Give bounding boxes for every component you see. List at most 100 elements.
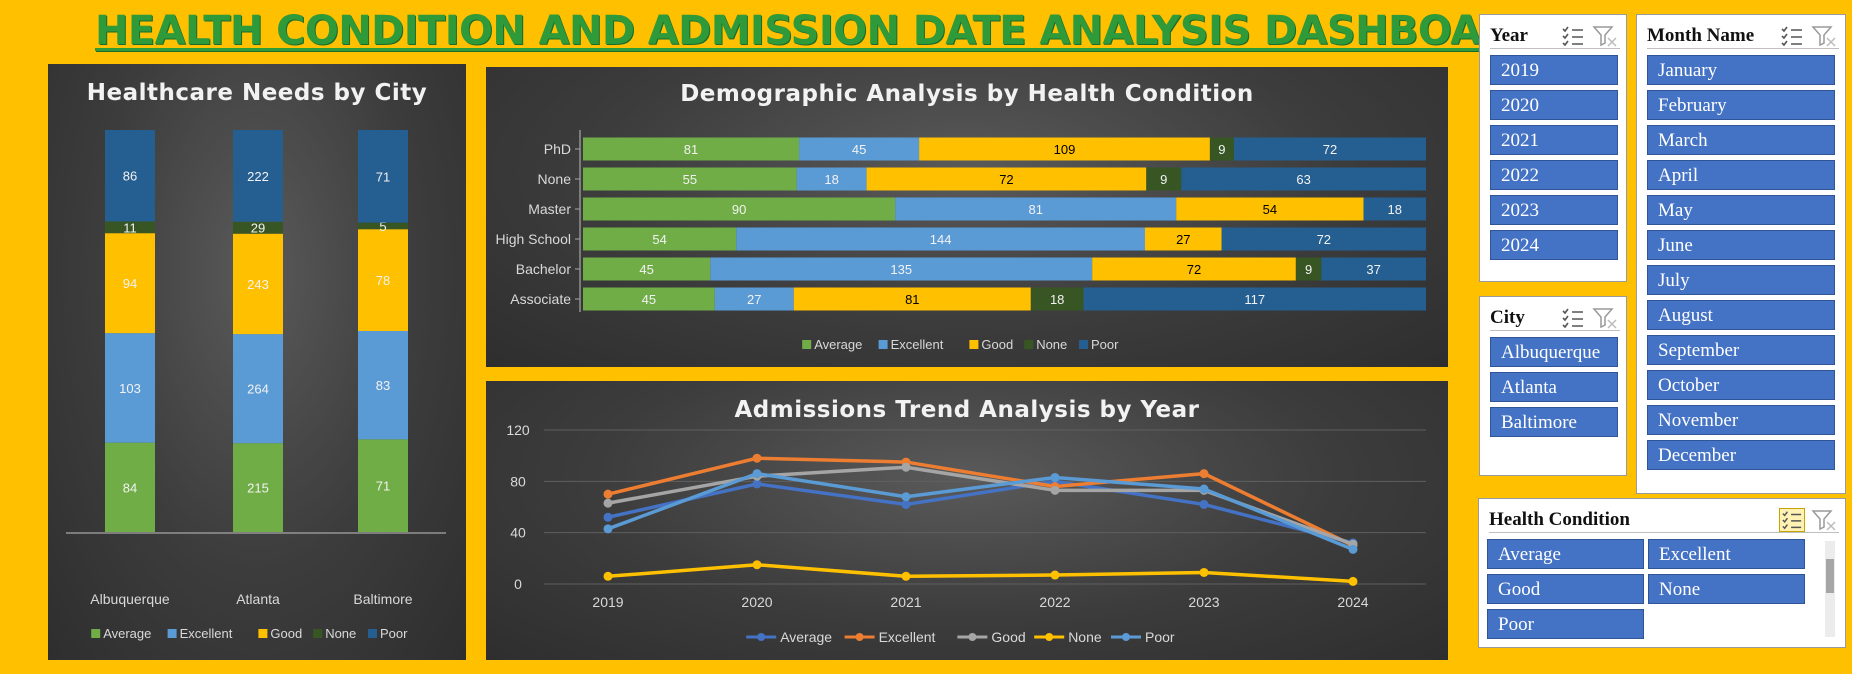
clear-filter-icon[interactable] [1811,508,1837,532]
slicer-item-february[interactable]: February [1647,90,1835,120]
slicer-item-albuquerque[interactable]: Albuquerque [1490,337,1618,367]
slicer-item-september[interactable]: September [1647,335,1835,365]
city-slicer[interactable]: City Albuquerque Atlanta Baltimore [1479,296,1627,476]
slicer-item-poor[interactable]: Poor [1487,609,1644,639]
point-poor-2019 [603,524,613,534]
data-label: 83 [376,378,390,393]
legend-label-excellent: Excellent [891,337,944,352]
clear-filter-icon[interactable] [1592,306,1618,330]
slicer-item-2020[interactable]: 2020 [1490,90,1618,120]
bar-segment-poor-albuquerque [105,130,155,222]
slicer-item-baltimore[interactable]: Baltimore [1490,407,1618,437]
slicer-item-may[interactable]: May [1647,195,1835,225]
data-label: 18 [1388,202,1402,217]
y-tick-label: 0 [514,576,522,592]
trend-chart-panel[interactable]: Admissions Trend Analysis by Year 0 40 80 1… [486,381,1448,660]
x-tick-label: 2021 [890,594,921,610]
point-excellent-2020 [752,453,762,463]
year-slicer-title: Year [1490,25,1528,46]
bar-segment-none-associate [1030,287,1084,311]
bar-segment-excellent-atlanta [233,334,283,444]
point-average-2023 [1199,499,1209,509]
data-label: 9 [1218,142,1225,157]
slicer-item-excellent[interactable]: Excellent [1648,539,1805,569]
slicer-item-january[interactable]: January [1647,55,1835,85]
data-label: 94 [123,276,137,291]
data-label: 5 [379,219,386,234]
data-label: 9 [1160,172,1167,187]
slicer-item-atlanta[interactable]: Atlanta [1490,372,1618,402]
multi-select-icon[interactable] [1779,508,1805,532]
slicer-item-october[interactable]: October [1647,370,1835,400]
slicer-item-2019[interactable]: 2019 [1490,55,1618,85]
point-none-2021 [901,571,911,581]
data-label: 117 [1244,292,1265,307]
legend-swatch-good [258,629,268,638]
multi-select-icon[interactable] [1779,24,1805,48]
data-label: 222 [247,169,269,184]
point-poor-2023 [1199,484,1209,494]
legend-label-poor: Poor [380,626,408,641]
data-label: 71 [376,169,390,184]
multi-select-icon[interactable] [1560,306,1586,330]
clear-filter-icon[interactable] [1811,24,1837,48]
point-none-2019 [603,571,613,581]
bar-segment-average-master [583,197,896,221]
legend-swatch-excellent [167,629,177,638]
bar-segment-good-none [866,167,1147,191]
data-label: 81 [684,142,698,157]
slicer-scrollbar[interactable] [1825,541,1835,637]
demographic-stacked-bar-chart: PhD 81 45 109 9 72 None 55 18 72 9 63 Master 90 81 54 18… [496,130,1426,352]
slicer-item-2021[interactable]: 2021 [1490,125,1618,155]
data-label: 72 [999,172,1013,187]
multi-select-icon[interactable] [1560,24,1586,48]
point-good-2019 [603,498,613,508]
bar-segment-excellent-bachelor [710,257,1093,281]
bar-segment-poor-none [1181,167,1426,191]
city-stacked-column-chart: 84 103 94 11 86 Albuquerque 215 264 243 29 222 Atla… [66,130,446,641]
point-average-2020 [752,479,762,489]
data-label: 84 [123,480,137,495]
slicer-item-2023[interactable]: 2023 [1490,195,1618,225]
slicer-item-july[interactable]: July [1647,265,1835,295]
bar-segment-good-albuquerque [105,233,155,334]
point-average-2021 [901,499,911,509]
admissions-line-chart: 0 40 80 120 2019 2020 2021 2022 2023 2024 Average E… [506,422,1426,645]
health-condition-slicer[interactable]: Health Condition Average Excellent Good Non… [1478,498,1846,648]
legend-label-average: Average [103,626,151,641]
slicer-item-december[interactable]: December [1647,440,1835,470]
point-poor-2024 [1348,544,1358,554]
slicer-item-2022[interactable]: 2022 [1490,160,1618,190]
slicer-item-2024[interactable]: 2024 [1490,230,1618,260]
bar-segment-poor-bachelor [1321,257,1426,281]
slicer-item-average[interactable]: Average [1487,539,1644,569]
y-tick-label: 80 [510,473,526,489]
data-label: 54 [1263,202,1277,217]
slicer-item-june[interactable]: June [1647,230,1835,260]
slicer-item-march[interactable]: March [1647,125,1835,155]
y-tick-label: None [538,171,572,187]
bar-segment-good-associate [793,287,1031,311]
slicer-item-august[interactable]: August [1647,300,1835,330]
demographic-chart-panel[interactable]: Demographic Analysis by Health Condition… [486,67,1448,367]
legend-label-good: Good [991,629,1025,645]
slicer-item-november[interactable]: November [1647,405,1835,435]
data-label: 71 [376,479,390,494]
month-slicer[interactable]: Month Name January February March April May J… [1636,14,1846,494]
data-label: 81 [1028,202,1042,217]
legend-label-none: None [1036,337,1067,352]
city-chart-panel[interactable]: Healthcare Needs by City 84 103 94 11 86 Albu… [48,64,466,660]
slicer-item-none[interactable]: None [1648,574,1805,604]
data-label: 72 [1317,232,1331,247]
legend-marker-none [1045,633,1054,641]
legend-swatch-excellent [878,340,888,349]
clear-filter-icon[interactable] [1592,24,1618,48]
bar-segment-good-phd [919,137,1210,161]
bar-segment-excellent-baltimore [358,331,408,440]
slicer-scrollbar-thumb[interactable] [1826,559,1834,593]
data-label: 144 [930,232,952,247]
slicer-item-april[interactable]: April [1647,160,1835,190]
data-label: 18 [1050,292,1064,307]
year-slicer[interactable]: Year 2019 2020 2021 2022 2023 2024 [1479,14,1627,282]
slicer-item-good[interactable]: Good [1487,574,1644,604]
